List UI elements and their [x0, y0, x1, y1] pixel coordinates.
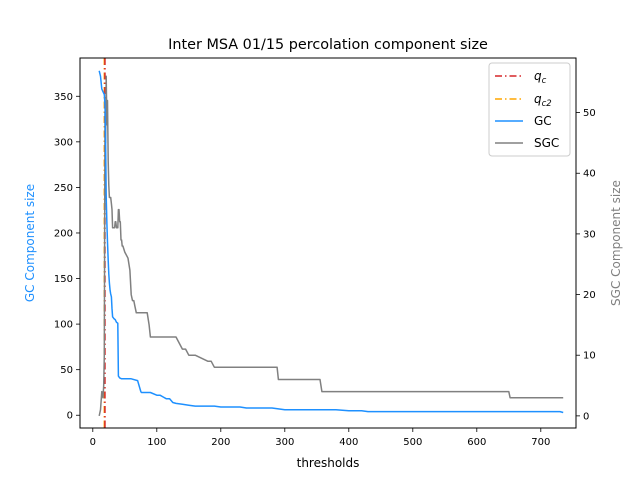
right-y-tick-label: 0: [583, 411, 589, 422]
legend-label-sgc: SGC: [534, 136, 559, 150]
right-y-tick-label: 20: [583, 290, 596, 301]
x-tick-label: 700: [531, 437, 550, 448]
legend-label-qc2-main: q: [534, 92, 542, 106]
series-line-gc: [98, 70, 564, 414]
x-tick-label: 400: [339, 437, 358, 448]
x-axis: 0 100 200 300 400 500 600 700: [90, 428, 550, 448]
x-axis-label: thresholds: [297, 456, 360, 470]
series-line-sgc: [98, 75, 564, 417]
left-y-axis-label: GC Component size: [23, 184, 37, 302]
left-y-axis: 0 50 100 150 200 250 300 350: [54, 92, 80, 422]
left-y-tick-label: 100: [54, 320, 73, 331]
x-tick-label: 100: [147, 437, 166, 448]
plot-area: [98, 58, 564, 428]
left-y-tick-label: 250: [54, 183, 73, 194]
legend-label-qc-sub: c: [542, 76, 547, 86]
x-tick-label: 200: [211, 437, 230, 448]
left-y-tick-label: 300: [54, 137, 73, 148]
right-y-tick-label: 40: [583, 169, 596, 180]
x-tick-label: 0: [90, 437, 96, 448]
right-y-tick-label: 50: [583, 108, 596, 119]
right-y-tick-label: 10: [583, 351, 596, 362]
right-y-tick-label: 30: [583, 229, 596, 240]
legend-box: [488, 62, 571, 157]
right-y-axis-label: SGC Component size: [609, 180, 623, 306]
legend-label-qc2-sub: c2: [542, 99, 552, 109]
x-tick-label: 600: [467, 437, 486, 448]
plot-frame: [79, 57, 577, 429]
left-y-tick-label: 50: [60, 365, 73, 376]
left-y-tick-label: 350: [54, 92, 73, 103]
legend-label-gc: GC: [534, 114, 552, 128]
left-y-tick-label: 150: [54, 274, 73, 285]
legend-label-qc-main: q: [534, 69, 542, 83]
left-y-tick-label: 0: [67, 411, 73, 422]
x-tick-label: 500: [403, 437, 422, 448]
chart-title: Inter MSA 01/15 percolation component si…: [168, 37, 488, 53]
x-tick-label: 300: [275, 437, 294, 448]
series-lines: [98, 70, 564, 417]
legend: qc qc2 GC SGC: [488, 62, 571, 157]
right-y-axis: 0 10 20 30 40 50: [576, 108, 596, 422]
legend-label-qc2: qc2: [534, 92, 552, 109]
left-y-tick-label: 200: [54, 228, 73, 239]
legend-label-qc: qc: [534, 69, 547, 86]
